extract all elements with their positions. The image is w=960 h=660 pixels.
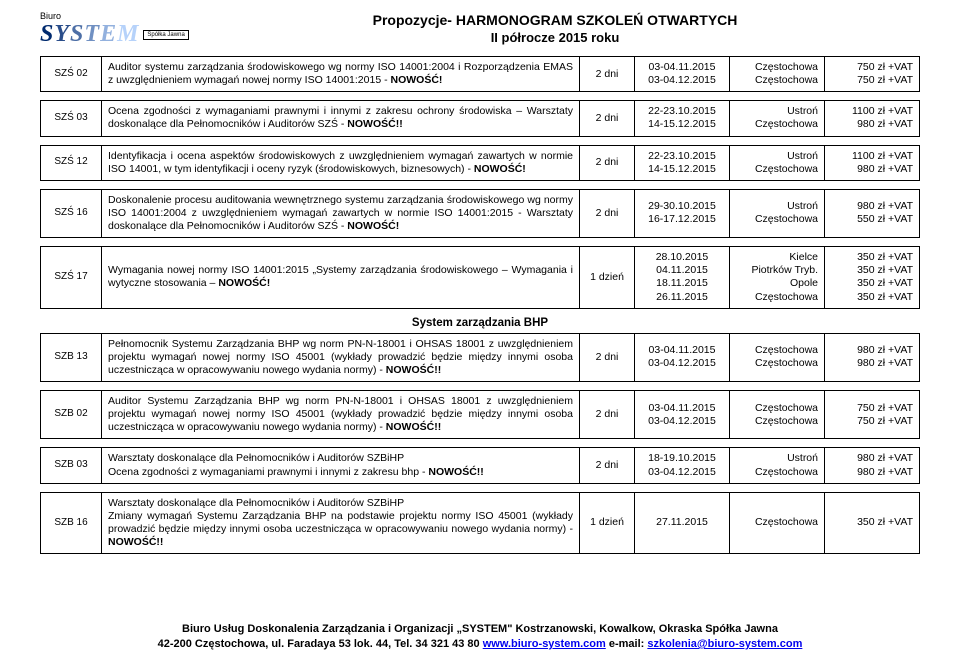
- footer-link-site[interactable]: www.biuro-system.com: [483, 638, 606, 650]
- schedule-table: SZŚ 16Doskonalenie procesu auditowania w…: [40, 189, 920, 238]
- footer-line2: 42-200 Częstochowa, ul. Faradaya 53 lok.…: [0, 637, 960, 652]
- desc-cell: Auditor systemu zarządzania środowiskowe…: [102, 57, 580, 92]
- duration-cell: 2 dni: [580, 101, 635, 136]
- desc-cell: Doskonalenie procesu auditowania wewnętr…: [102, 189, 580, 237]
- logo: Biuro SYSTEM Spółka Jawna: [40, 12, 190, 48]
- dates-cell: 22-23.10.201514-15.12.2015: [635, 145, 730, 180]
- desc-cell: Ocena zgodności z wymaganiami prawnymi i…: [102, 101, 580, 136]
- table-row: SZŚ 12Identyfikacja i ocena aspektów śro…: [41, 145, 920, 180]
- dates-cell: 18-19.10.201503-04.12.2015: [635, 448, 730, 483]
- location-cell: Częstochowa: [730, 492, 825, 554]
- duration-cell: 1 dzień: [580, 492, 635, 554]
- schedule-table: SZŚ 17Wymagania nowej normy ISO 14001:20…: [40, 246, 920, 309]
- code-cell: SZŚ 03: [41, 101, 102, 136]
- title-main: Propozycje- HARMONOGRAM SZKOLEŃ OTWARTYC…: [190, 12, 920, 28]
- duration-cell: 2 dni: [580, 145, 635, 180]
- code-cell: SZŚ 12: [41, 145, 102, 180]
- price-cell: 980 zł +VAT550 zł +VAT: [825, 189, 920, 237]
- footer: Biuro Usług Doskonalenia Zarządzania i O…: [0, 622, 960, 652]
- code-cell: SZB 02: [41, 391, 102, 439]
- location-cell: UstrońCzęstochowa: [730, 145, 825, 180]
- code-cell: SZB 16: [41, 492, 102, 554]
- dates-cell: 27.11.2015: [635, 492, 730, 554]
- logo-biuro-text: Biuro: [40, 12, 190, 21]
- desc-cell: Identyfikacja i ocena aspektów środowisk…: [102, 145, 580, 180]
- schedule-table: SZŚ 12Identyfikacja i ocena aspektów śro…: [40, 145, 920, 181]
- table-row: SZB 03Warsztaty doskonalące dla Pełnomoc…: [41, 448, 920, 483]
- duration-cell: 2 dni: [580, 189, 635, 237]
- desc-cell: Warsztaty doskonalące dla Pełnomocników …: [102, 492, 580, 554]
- location-cell: CzęstochowaCzęstochowa: [730, 57, 825, 92]
- location-cell: CzęstochowaCzęstochowa: [730, 333, 825, 381]
- table-row: SZŚ 03Ocena zgodności z wymaganiami praw…: [41, 101, 920, 136]
- duration-cell: 2 dni: [580, 448, 635, 483]
- schedule-table: SZB 13Pełnomocnik Systemu Zarządzania BH…: [40, 333, 920, 382]
- schedule-table: SZŚ 03Ocena zgodności z wymaganiami praw…: [40, 100, 920, 136]
- title-block: Propozycje- HARMONOGRAM SZKOLEŃ OTWARTYC…: [190, 12, 920, 45]
- price-cell: 980 zł +VAT980 zł +VAT: [825, 333, 920, 381]
- code-cell: SZB 03: [41, 448, 102, 483]
- footer-link-email[interactable]: szkolenia@biuro-system.com: [647, 638, 802, 650]
- price-cell: 1100 zł +VAT980 zł +VAT: [825, 145, 920, 180]
- table-row: SZB 02Auditor Systemu Zarządzania BHP wg…: [41, 391, 920, 439]
- duration-cell: 1 dzień: [580, 247, 635, 309]
- price-cell: 1100 zł +VAT980 zł +VAT: [825, 101, 920, 136]
- duration-cell: 2 dni: [580, 391, 635, 439]
- logo-system-text: SYSTEM: [40, 21, 139, 48]
- price-cell: 750 zł +VAT750 zł +VAT: [825, 391, 920, 439]
- section-title-bhp: System zarządzania BHP: [40, 317, 920, 329]
- schedule-table: SZŚ 02Auditor systemu zarządzania środow…: [40, 56, 920, 92]
- schedule-table: SZB 02Auditor Systemu Zarządzania BHP wg…: [40, 390, 920, 439]
- dates-cell: 03-04.11.201503-04.12.2015: [635, 333, 730, 381]
- location-cell: UstrońCzęstochowa: [730, 101, 825, 136]
- table-row: SZŚ 02Auditor systemu zarządzania środow…: [41, 57, 920, 92]
- header: Biuro SYSTEM Spółka Jawna Propozycje- HA…: [40, 12, 920, 48]
- schedule-table: SZB 16Warsztaty doskonalące dla Pełnomoc…: [40, 492, 920, 555]
- location-cell: UstrońCzęstochowa: [730, 189, 825, 237]
- schedule-table: SZB 03Warsztaty doskonalące dla Pełnomoc…: [40, 447, 920, 483]
- desc-cell: Wymagania nowej normy ISO 14001:2015 „Sy…: [102, 247, 580, 309]
- price-cell: 980 zł +VAT980 zł +VAT: [825, 448, 920, 483]
- price-cell: 350 zł +VAT350 zł +VAT350 zł +VAT350 zł …: [825, 247, 920, 309]
- desc-cell: Pełnomocnik Systemu Zarządzania BHP wg n…: [102, 333, 580, 381]
- table-row: SZB 16Warsztaty doskonalące dla Pełnomoc…: [41, 492, 920, 554]
- duration-cell: 2 dni: [580, 57, 635, 92]
- code-cell: SZŚ 16: [41, 189, 102, 237]
- dates-cell: 28.10.201504.11.201518.11.201526.11.2015: [635, 247, 730, 309]
- price-cell: 750 zł +VAT750 zł +VAT: [825, 57, 920, 92]
- duration-cell: 2 dni: [580, 333, 635, 381]
- table-row: SZŚ 17Wymagania nowej normy ISO 14001:20…: [41, 247, 920, 309]
- desc-cell: Warsztaty doskonalące dla Pełnomocników …: [102, 448, 580, 483]
- dates-cell: 22-23.10.201514-15.12.2015: [635, 101, 730, 136]
- location-cell: KielcePiotrków Tryb.OpoleCzęstochowa: [730, 247, 825, 309]
- title-sub: II półrocze 2015 roku: [190, 30, 920, 45]
- table-row: SZŚ 16Doskonalenie procesu auditowania w…: [41, 189, 920, 237]
- footer-line1: Biuro Usług Doskonalenia Zarządzania i O…: [0, 622, 960, 637]
- code-cell: SZB 13: [41, 333, 102, 381]
- dates-cell: 29-30.10.201516-17.12.2015: [635, 189, 730, 237]
- price-cell: 350 zł +VAT: [825, 492, 920, 554]
- dates-cell: 03-04.11.201503-04.12.2015: [635, 57, 730, 92]
- code-cell: SZŚ 02: [41, 57, 102, 92]
- location-cell: UstrońCzęstochowa: [730, 448, 825, 483]
- logo-spolka-box: Spółka Jawna: [143, 30, 188, 40]
- dates-cell: 03-04.11.201503-04.12.2015: [635, 391, 730, 439]
- location-cell: CzęstochowaCzęstochowa: [730, 391, 825, 439]
- table-row: SZB 13Pełnomocnik Systemu Zarządzania BH…: [41, 333, 920, 381]
- code-cell: SZŚ 17: [41, 247, 102, 309]
- desc-cell: Auditor Systemu Zarządzania BHP wg norm …: [102, 391, 580, 439]
